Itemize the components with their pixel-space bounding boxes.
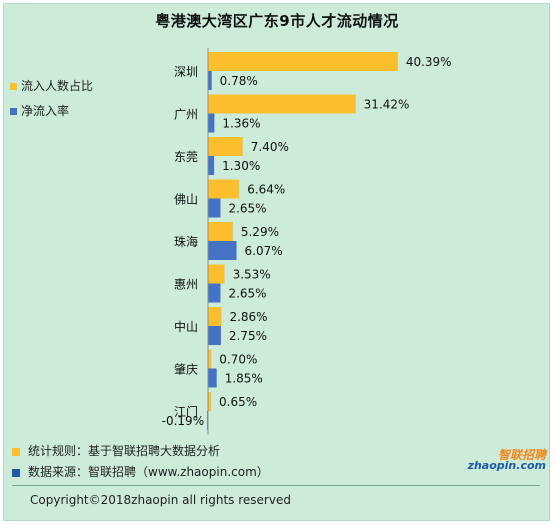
bar xyxy=(208,95,356,114)
bar xyxy=(208,180,239,199)
category-label: 东莞 xyxy=(174,150,198,164)
bar xyxy=(208,222,233,241)
bar xyxy=(208,156,214,175)
category-label: 广州 xyxy=(174,108,198,122)
data-label: -0.19% xyxy=(162,414,204,428)
note-bullet-yellow xyxy=(12,448,20,456)
bar xyxy=(208,307,221,326)
data-label: 3.53% xyxy=(233,268,271,282)
note-bullet-blue xyxy=(12,469,20,477)
zhaopin-logo: 智联招聘 zhaopin.com xyxy=(476,446,546,482)
data-label: 2.65% xyxy=(228,202,266,216)
data-label: 5.29% xyxy=(241,225,279,239)
note-data-source-text: 数据来源：智联招聘（www.zhaopin.com） xyxy=(28,465,269,479)
data-label: 0.70% xyxy=(219,353,257,367)
data-label: 1.36% xyxy=(222,117,260,131)
category-label: 肇庆 xyxy=(174,362,198,377)
bar xyxy=(208,71,212,90)
data-label: 7.40% xyxy=(251,140,289,154)
bar xyxy=(208,52,398,71)
logo-en-text: zhaopin.com xyxy=(468,459,546,472)
data-label: 6.64% xyxy=(247,183,285,197)
bar xyxy=(208,265,225,284)
category-label: 深圳 xyxy=(174,65,198,79)
copyright-text: Copyright©2018zhaopin all rights reserve… xyxy=(30,493,291,507)
data-label: 0.65% xyxy=(219,395,257,409)
category-label: 中山 xyxy=(174,319,198,334)
data-label: 2.65% xyxy=(228,287,266,301)
data-label: 6.07% xyxy=(245,244,283,258)
bar xyxy=(208,284,220,303)
category-label: 惠州 xyxy=(174,278,198,292)
category-label: 佛山 xyxy=(174,193,198,207)
data-label: 1.30% xyxy=(222,159,260,173)
note-stat-rule-text: 统计规则：基于智联招聘大数据分析 xyxy=(28,444,220,458)
data-label: 31.42% xyxy=(364,98,410,112)
category-label: 珠海 xyxy=(174,234,198,249)
bar xyxy=(208,326,221,345)
data-label: 2.86% xyxy=(229,310,267,324)
bar xyxy=(208,199,220,218)
bar xyxy=(208,369,217,388)
bar xyxy=(208,241,237,260)
data-label: 2.75% xyxy=(229,329,267,343)
note-stat-rule: 统计规则：基于智联招聘大数据分析 xyxy=(12,442,220,459)
bar xyxy=(208,137,243,156)
data-label: 40.39% xyxy=(406,55,452,69)
note-data-source: 数据来源：智联招聘（www.zhaopin.com） xyxy=(12,463,269,480)
footer-divider xyxy=(12,485,540,486)
data-label: 0.78% xyxy=(220,74,258,88)
bar xyxy=(208,114,214,133)
data-label: 1.85% xyxy=(225,372,263,386)
